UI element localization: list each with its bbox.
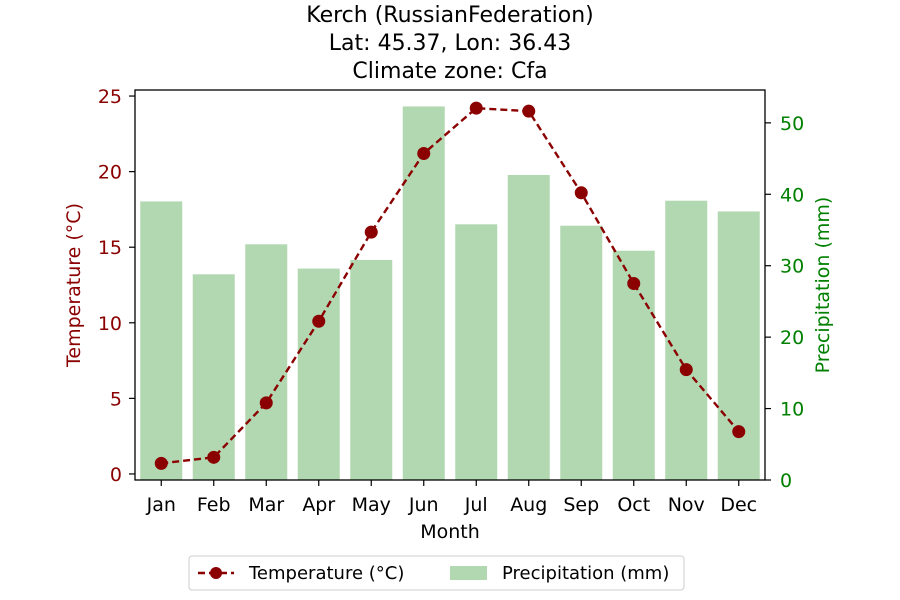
temperature-point-apr (312, 314, 326, 328)
right-axis-ticks: 0 10 20 30 40 50 (765, 113, 804, 492)
x-tick-label: Jul (464, 494, 488, 516)
x-tick-label: Jun (408, 494, 439, 516)
precipitation-bar-feb (192, 274, 235, 480)
temperature-point-jul (469, 101, 483, 115)
title-line-3: Climate zone: Cfa (352, 59, 547, 84)
x-axis-label: Month (420, 521, 480, 543)
x-tick-label: Apr (302, 494, 335, 516)
legend: Temperature (°C) Precipitation (mm) (188, 555, 685, 591)
title-line-1: Kerch (RussianFederation) (306, 3, 593, 28)
right-tick-label: 30 (780, 256, 804, 278)
left-tick-label: 5 (110, 388, 122, 410)
temperature-point-jun (417, 146, 431, 160)
title-line-2: Lat: 45.37, Lon: 36.43 (329, 31, 571, 56)
precipitation-bar-dec (717, 211, 760, 480)
temperature-point-dec (732, 425, 746, 439)
right-tick-label: 40 (780, 184, 804, 206)
precipitation-bar-nov (665, 200, 708, 480)
precipitation-bar-jul (455, 224, 498, 480)
right-axis-label: Precipitation (mm) (812, 197, 834, 374)
left-tick-label: 20 (98, 162, 122, 184)
left-tick-label: 15 (98, 237, 122, 259)
chart-title: Kerch (RussianFederation) Lat: 45.37, Lo… (306, 3, 593, 84)
x-axis-ticks: Jan Feb Mar Apr May Jun Jul Aug Sep Oct Nov Dec (146, 480, 757, 516)
precipitation-bar-may (350, 260, 393, 480)
right-tick-label: 20 (780, 327, 804, 349)
temperature-line-path (161, 106, 740, 465)
precipitation-bar-apr (297, 268, 340, 480)
left-axis-label: Temperature (°C) (63, 203, 85, 368)
temperature-point-may (364, 225, 378, 239)
legend-precipitation-swatch (450, 566, 487, 580)
x-tick-label: May (352, 494, 391, 516)
plot-area-frame (134, 89, 766, 481)
left-tick-label: 0 (110, 464, 122, 486)
x-tick-label: Dec (720, 494, 757, 516)
temperature-point-aug (522, 104, 536, 118)
x-tick-label: Feb (197, 494, 231, 516)
legend-temperature-label: Temperature (°C) (248, 563, 404, 584)
left-tick-label: 25 (98, 86, 122, 108)
precipitation-bar-jun (402, 106, 445, 480)
x-tick-label: Nov (668, 494, 705, 516)
temperature-point-feb (207, 450, 221, 464)
left-axis-ticks: 0 5 10 15 20 25 (98, 86, 135, 486)
x-tick-label: Aug (510, 494, 547, 516)
temperature-point-mar (259, 396, 273, 410)
precipitation-bar-jan (140, 201, 183, 480)
x-tick-label: Jan (146, 494, 176, 516)
x-tick-label: Oct (617, 494, 650, 516)
precipitation-bar-aug (507, 175, 550, 480)
temperature-point-jan (154, 456, 168, 470)
right-tick-label: 10 (780, 399, 804, 421)
temperature-line (154, 101, 746, 470)
right-tick-label: 0 (780, 470, 792, 492)
temperature-point-nov (679, 363, 693, 377)
left-tick-label: 10 (98, 313, 122, 335)
precipitation-bar-mar (245, 244, 288, 480)
x-tick-label: Mar (248, 494, 284, 516)
precipitation-bar-sep (560, 225, 603, 480)
legend-box (188, 555, 685, 591)
precipitation-bars (140, 106, 760, 480)
x-tick-label: Sep (563, 494, 599, 516)
legend-temperature-marker-swatch (210, 567, 222, 579)
temperature-point-oct (627, 276, 641, 290)
legend-precipitation-label: Precipitation (mm) (502, 563, 669, 584)
temperature-point-sep (574, 186, 588, 200)
right-tick-label: 50 (780, 113, 804, 135)
